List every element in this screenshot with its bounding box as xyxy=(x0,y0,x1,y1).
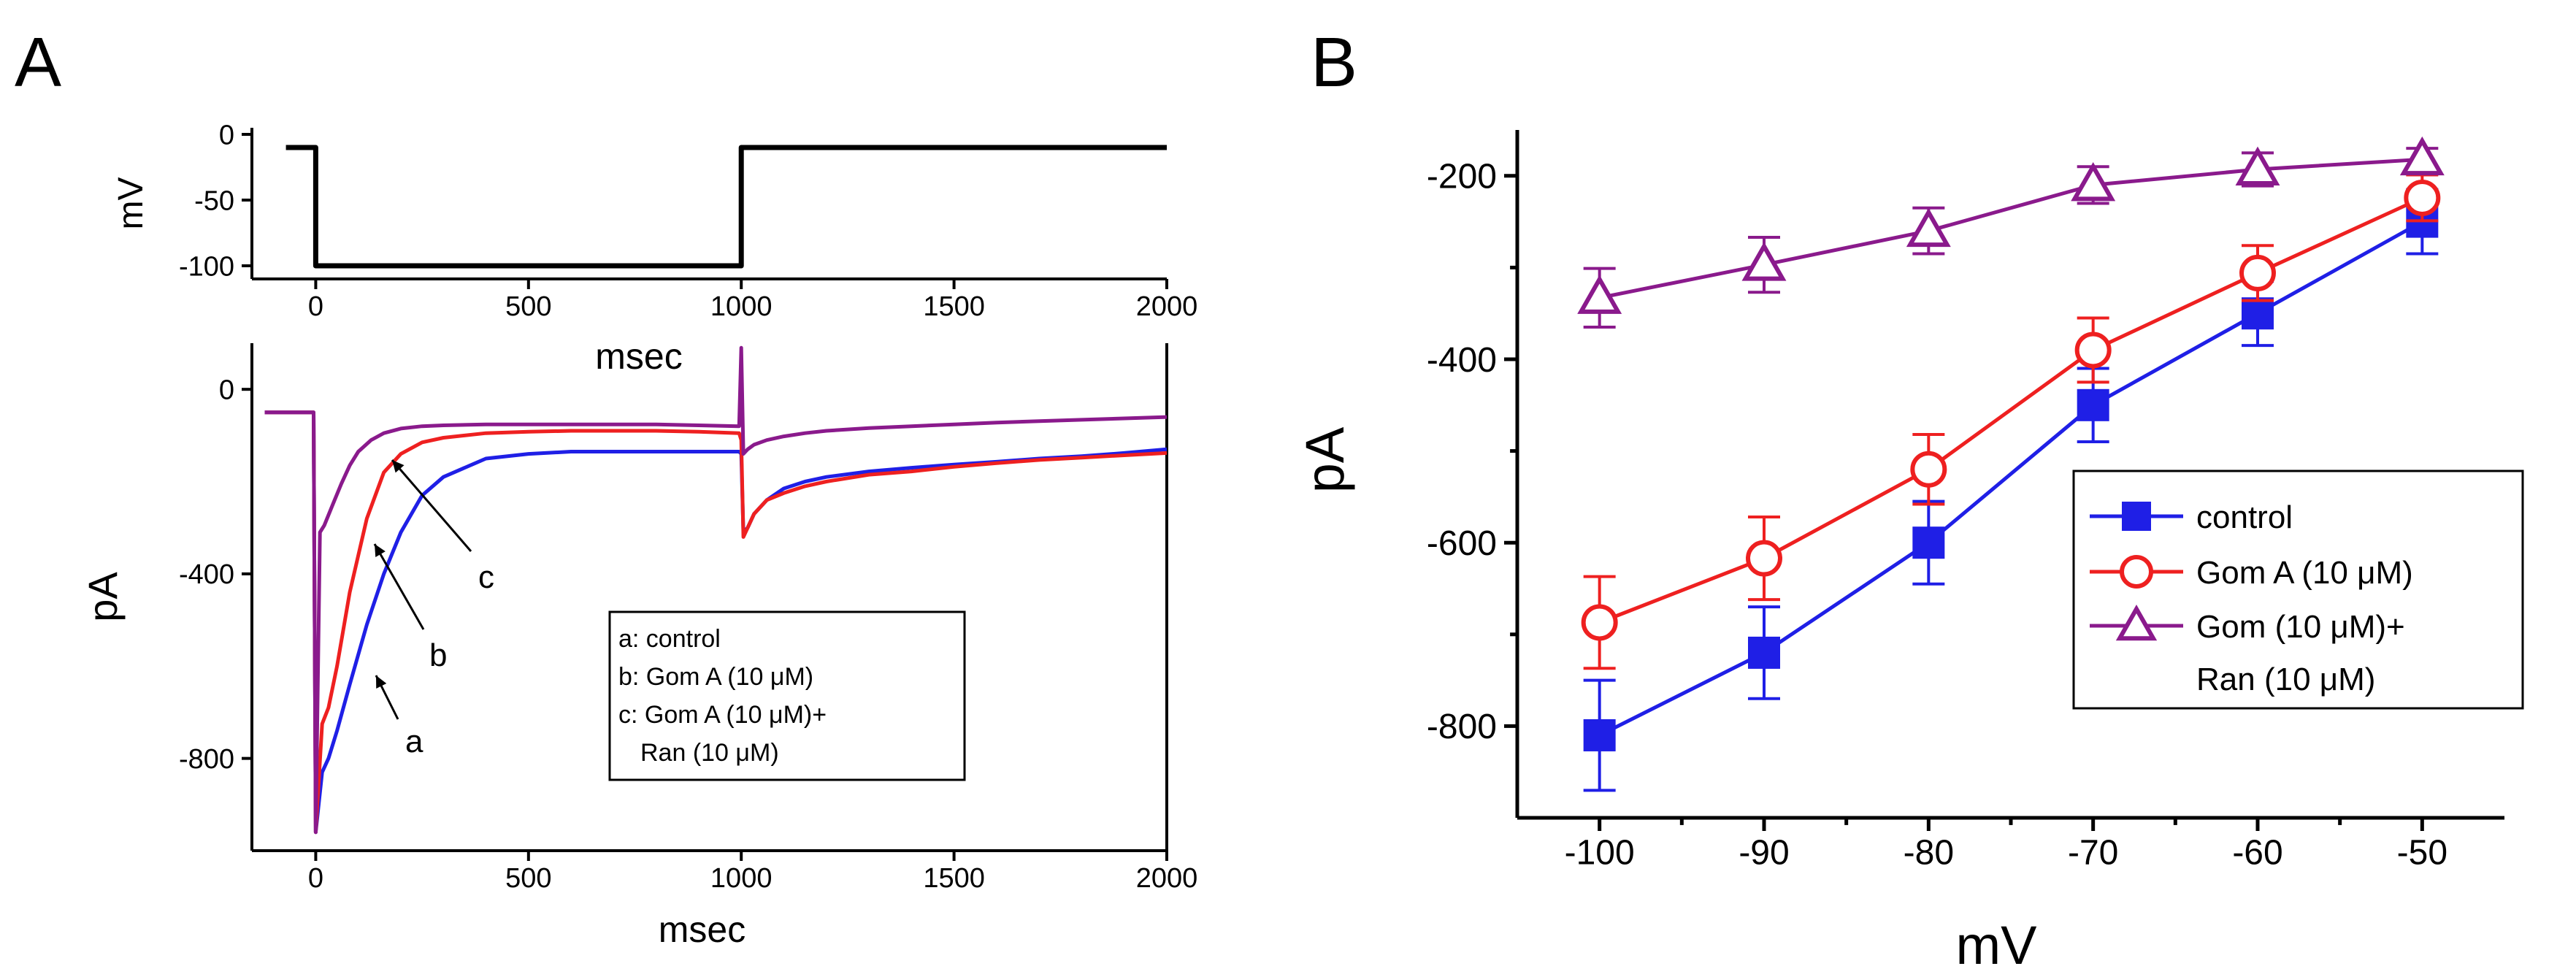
data-point-square xyxy=(1912,526,1945,559)
data-point-circle xyxy=(2404,179,2441,216)
data-point-square xyxy=(1748,636,1780,669)
data-point-circle xyxy=(2074,332,2112,369)
trace-control xyxy=(264,410,1168,835)
data-point-square xyxy=(2122,502,2151,531)
legend-entry: Ran (10 μM) xyxy=(2196,662,2375,697)
y-tick-label: -200 xyxy=(1427,158,1497,196)
data-point-triangle xyxy=(2235,146,2280,185)
series-control xyxy=(1598,220,2423,737)
legend-entry: Gom A (10 μM) xyxy=(2196,555,2413,591)
legend-entry: Gom (10 μM)+ xyxy=(2196,609,2405,645)
x-tick-label: 1000 xyxy=(710,863,773,894)
y-tick-label: -800 xyxy=(179,744,234,775)
x-tick-label: -60 xyxy=(2232,834,2282,873)
data-point-triangle xyxy=(1906,207,1951,248)
x-tick-label: 2000 xyxy=(1136,291,1198,322)
protocol-line xyxy=(285,145,1167,269)
data-point-square xyxy=(2077,388,2109,421)
y-axis-label: mV xyxy=(112,177,150,230)
x-tick-label: 0 xyxy=(308,291,323,322)
data-point-circle xyxy=(1581,604,1618,641)
data-point-circle xyxy=(2239,254,2276,291)
x-tick-label: 2000 xyxy=(1136,863,1198,894)
x-tick-label: 500 xyxy=(505,291,551,322)
chart-iv: -100 -90 -80 -70 -60 -50 -200 -400 -600 -800 pA mV c… xyxy=(1295,130,2524,976)
trace-annotation-b: b xyxy=(429,637,447,673)
legend-entry: b: Gom A (10 μM) xyxy=(618,663,813,691)
data-point-square xyxy=(2242,297,2274,330)
x-axis-label: msec xyxy=(595,336,682,377)
legend-entry: a: control xyxy=(618,625,721,653)
x-tick-label: -90 xyxy=(1739,834,1789,873)
x-axis-label: mV xyxy=(1956,915,2038,976)
data-point-triangle xyxy=(2399,136,2445,176)
x-tick-label: -100 xyxy=(1565,834,1635,873)
y-tick-label: -400 xyxy=(1427,341,1497,380)
y-tick-label: -600 xyxy=(1427,524,1497,563)
x-tick-label: 500 xyxy=(505,863,551,894)
x-axis-label: msec xyxy=(659,909,745,950)
x-tick-label: 1000 xyxy=(710,291,773,322)
data-point-circle xyxy=(1910,451,1947,488)
trace-gom-a xyxy=(264,410,1168,835)
annotation-arrow xyxy=(391,459,472,552)
data-point-triangle xyxy=(2115,604,2158,641)
chart-protocol: 0 500 1000 1500 2000 0 -50 -100 mV msec xyxy=(112,120,1197,377)
data-point-triangle xyxy=(2071,162,2116,202)
annotation-arrowhead xyxy=(375,544,386,557)
x-tick-label: -70 xyxy=(2068,834,2118,873)
legend-entry: control xyxy=(2196,499,2293,535)
x-tick-label: 0 xyxy=(308,863,323,894)
trace-gom-ran xyxy=(264,345,1168,835)
annotation-arrow xyxy=(373,543,425,630)
data-point-triangle xyxy=(1741,242,1787,281)
y-tick-label: -100 xyxy=(179,251,234,282)
y-tick-label: -400 xyxy=(179,559,234,590)
y-axis-label: pA xyxy=(1295,426,1355,493)
annotation-arrowhead xyxy=(376,675,387,689)
series-gom-ran xyxy=(1599,157,2423,300)
panel-label-a: A xyxy=(15,23,61,101)
x-tick-label: 1500 xyxy=(923,863,985,894)
annotation-arrowhead xyxy=(392,460,405,473)
series-gom-a xyxy=(1598,196,2423,624)
y-axis-label: pA xyxy=(80,572,126,622)
y-tick-label: 0 xyxy=(219,375,234,405)
legend-entry: c: Gom A (10 μM)+ xyxy=(618,701,827,729)
data-point-circle xyxy=(1746,540,1782,577)
panel-label-b: B xyxy=(1311,23,1357,101)
legend-entry: Ran (10 μM) xyxy=(640,739,779,767)
y-tick-label: -800 xyxy=(1427,708,1497,746)
trace-annotation-c: c xyxy=(478,559,494,595)
y-tick-label: -50 xyxy=(194,185,234,216)
data-point-triangle xyxy=(1577,275,1622,314)
chart-currents: 0 500 1000 1500 2000 0 -400 -800 pA msec a b c a: con… xyxy=(80,343,1197,950)
data-point-square xyxy=(1583,719,1616,751)
x-tick-label: -80 xyxy=(1904,834,1954,873)
x-tick-label: 1500 xyxy=(923,291,985,322)
y-tick-label: 0 xyxy=(219,120,234,150)
legend-box xyxy=(608,610,966,781)
x-tick-label: -50 xyxy=(2397,834,2447,873)
data-point-circle xyxy=(2120,555,2153,589)
trace-annotation-a: a xyxy=(405,724,423,759)
